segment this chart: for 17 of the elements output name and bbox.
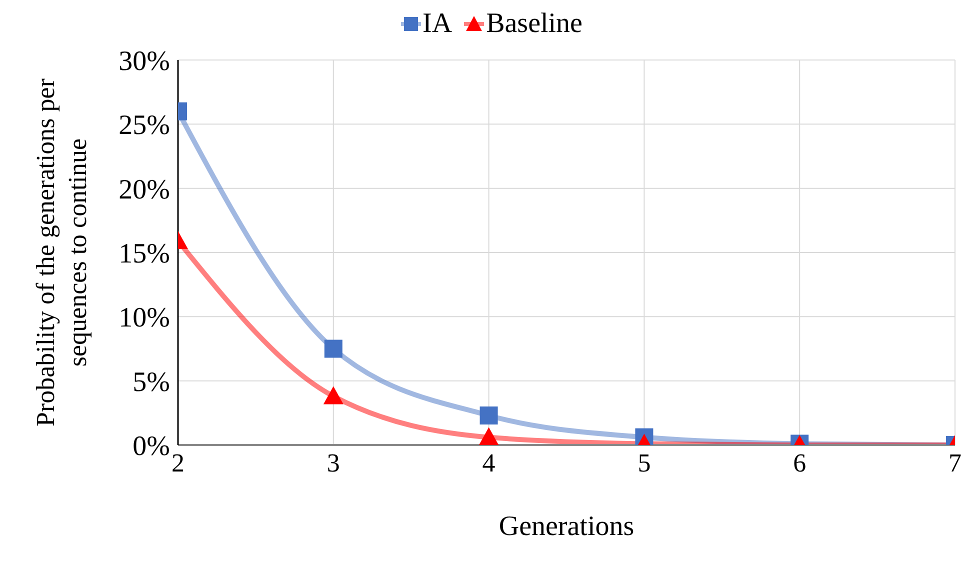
y-tick-label: 5%	[132, 366, 170, 398]
x-tick-label: 5	[638, 448, 651, 478]
x-axis-title: Generations	[498, 511, 634, 542]
x-tick-label: 4	[482, 448, 496, 478]
y-tick-label: 20%	[118, 174, 170, 206]
y-tick-label: 30%	[118, 46, 170, 77]
y-tick-label: 0%	[132, 430, 170, 462]
x-tick-label: 6	[793, 448, 806, 478]
x-tick-label: 3	[326, 448, 340, 478]
x-tick-label: 7	[948, 448, 962, 478]
y-tick-label: 25%	[118, 110, 170, 142]
y-tick-label: 10%	[118, 302, 170, 334]
x-tick-label: 2	[172, 448, 184, 478]
y-axis-title: Probability of the generations per sequences to continue	[31, 78, 92, 427]
y-tick-label: 15%	[118, 238, 170, 270]
legend-label: IA	[422, 8, 452, 40]
legend-label: Baseline	[486, 8, 582, 40]
